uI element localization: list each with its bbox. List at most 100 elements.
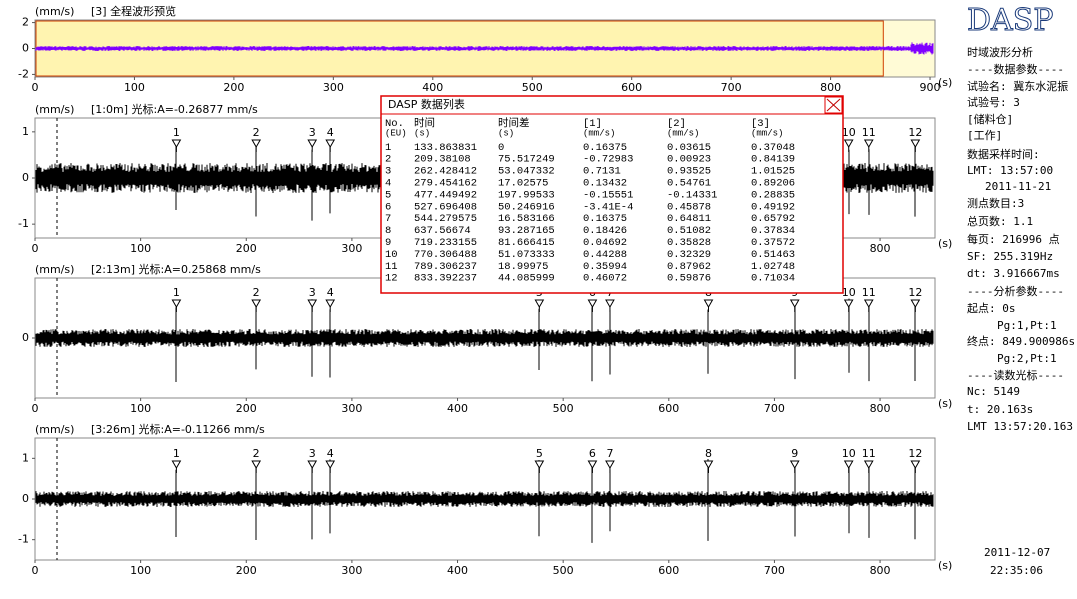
peak-marker <box>789 299 800 309</box>
peak-marker <box>587 299 598 309</box>
peak-marker <box>325 299 336 309</box>
peak-label: 11 <box>862 286 876 299</box>
peak-label: 2 <box>253 126 260 139</box>
peak-marker <box>843 299 854 309</box>
table-cell: -0.14331 <box>667 189 717 201</box>
peak-marker <box>605 299 615 309</box>
table-cell: 0.46072 <box>583 273 627 285</box>
table-cell: 0.93525 <box>667 166 711 178</box>
y-tick-label: 0 <box>22 492 29 505</box>
peak-marker <box>863 299 874 309</box>
table-cell: 0.89206 <box>751 177 795 189</box>
sidebar-line: 起点: 0s <box>967 302 1016 315</box>
table-cell: 4 <box>385 177 391 189</box>
peak-label: 1 <box>173 447 180 460</box>
x-tick-label: 100 <box>130 564 151 577</box>
table-cell: 0.71034 <box>751 273 795 285</box>
table-cell: 0.37048 <box>751 142 795 154</box>
waveform <box>35 459 934 543</box>
table-cell: 0.84139 <box>751 154 795 166</box>
table-cell: 0.35828 <box>667 237 711 249</box>
peak-marker <box>171 139 182 149</box>
sidebar-line: 总页数: 1.1 <box>967 214 1033 228</box>
x-tick-label: 0 <box>32 81 39 94</box>
x-tick-label: 300 <box>341 242 362 255</box>
peak-label: 6 <box>589 447 596 460</box>
sidebar-line: 每页: 216996 点 <box>967 232 1060 246</box>
column-header: [2] <box>667 118 686 130</box>
sidebar-line: 试验号: 3 <box>967 95 1020 109</box>
peak-label: 2 <box>253 286 260 299</box>
table-cell: 0.04692 <box>583 237 627 249</box>
sidebar-line: ----分析参数---- <box>967 284 1064 298</box>
peak-marker <box>251 299 262 309</box>
close-button[interactable] <box>824 96 843 114</box>
peak-marker <box>863 139 874 149</box>
table-cell: 0.59876 <box>667 273 711 285</box>
waveform <box>35 42 934 55</box>
sidebar-line: t: 20.163s <box>967 403 1033 416</box>
table-cell: 0.87962 <box>667 261 711 273</box>
table-cell: 0.37572 <box>751 237 795 249</box>
peak-label: 2 <box>253 447 260 460</box>
table-cell: 0.18426 <box>583 225 627 237</box>
x-tick-label: 0 <box>32 564 39 577</box>
peak-label: 7 <box>606 447 613 460</box>
panel-title: [3] 全程波形预览 <box>91 4 176 18</box>
x-unit: (s) <box>938 237 952 250</box>
table-cell: 0.16375 <box>583 142 627 154</box>
table-cell: 197.99533 <box>498 189 555 201</box>
y-tick-label: -2 <box>18 67 29 80</box>
panel-title: [2:13m] 光标:A=0.25868 mm/s <box>91 262 261 276</box>
sidebar-line: 测点数目:3 <box>967 197 1024 210</box>
table-cell: 7 <box>385 213 391 225</box>
table-cell: 93.287165 <box>498 225 555 237</box>
x-tick-label: 200 <box>236 242 257 255</box>
peak-label: 3 <box>309 126 316 139</box>
peak-marker <box>703 299 714 309</box>
peak-marker <box>703 460 714 470</box>
peak-marker <box>307 139 318 149</box>
table-cell: 0.28835 <box>751 189 795 201</box>
sidebar-line: 时域波形分析 <box>967 45 1033 59</box>
peak-marker <box>605 460 615 470</box>
table-cell: 0.13432 <box>583 177 627 189</box>
x-tick-label: 500 <box>522 81 543 94</box>
peak-label: 4 <box>327 126 334 139</box>
column-header: No. <box>385 118 404 130</box>
table-cell: 0.16375 <box>583 213 627 225</box>
unit-label: (mm/s) <box>35 263 74 276</box>
data-list-dialog: DASP 数据列表 No.(EU)时间(s)时间差(s)[1](mm/s)[2]… <box>380 95 844 294</box>
y-tick-label: 2 <box>22 16 29 29</box>
table-cell: 81.666415 <box>498 237 555 249</box>
sidebar-line: Pg:1,Pt:1 <box>997 319 1057 332</box>
x-tick-label: 400 <box>422 81 443 94</box>
table-cell: -0.72983 <box>583 154 633 166</box>
table-cell: 0.64811 <box>667 213 711 225</box>
table-cell: 5 <box>385 189 391 201</box>
table-cell: 0.44288 <box>583 249 627 261</box>
x-tick-label: 600 <box>658 564 679 577</box>
footer-date: 2011-12-07 <box>984 546 1050 559</box>
table-cell: 0.65792 <box>751 213 795 225</box>
x-tick-label: 300 <box>341 402 362 415</box>
y-tick-label: 0 <box>22 42 29 55</box>
peak-marker <box>171 460 182 470</box>
table-cell: 18.99975 <box>498 261 548 273</box>
x-tick-label: 500 <box>553 402 574 415</box>
column-header: (mm/s) <box>751 128 783 138</box>
x-tick-label: 700 <box>721 81 742 94</box>
y-tick-label: -1 <box>18 217 29 230</box>
table-cell: 1.02748 <box>751 261 795 273</box>
table-cell: 17.02575 <box>498 177 548 189</box>
peak-label: 1 <box>173 126 180 139</box>
x-tick-label: 800 <box>820 81 841 94</box>
dialog-frame <box>380 95 844 294</box>
column-header: (mm/s) <box>667 128 699 138</box>
peak-marker <box>910 139 921 149</box>
table-cell: 0.51082 <box>667 225 711 237</box>
peak-marker <box>251 460 262 470</box>
peak-label: 12 <box>908 447 922 460</box>
peak-marker <box>251 139 262 149</box>
